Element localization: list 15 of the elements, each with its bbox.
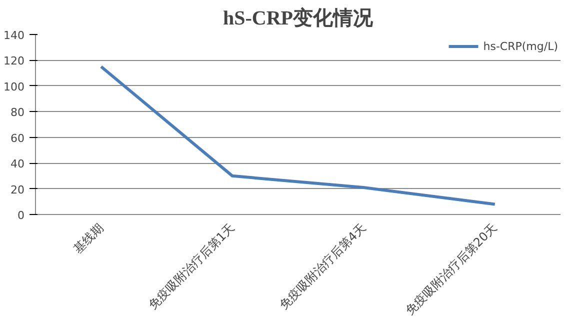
x-tick-label: 基线期 bbox=[70, 220, 106, 256]
x-tick-label: 免疫吸附治疗后第20天 bbox=[402, 220, 500, 318]
y-tick-label: 80 bbox=[10, 106, 25, 120]
chart-title: hS-CRP变化情况 bbox=[222, 6, 374, 30]
y-tick-label: 40 bbox=[10, 158, 25, 171]
y-tick-label: 120 bbox=[4, 54, 25, 68]
y-tick-label: 140 bbox=[4, 29, 25, 42]
y-tick-label: 20 bbox=[10, 183, 25, 196]
y-tick-label: 60 bbox=[10, 132, 25, 145]
x-tick-label: 免疫吸附治疗后第1天 bbox=[146, 220, 238, 312]
legend-label: hs-CRP(mg/L) bbox=[483, 40, 558, 52]
y-tick-label: 0 bbox=[18, 209, 24, 222]
y-tick-label: 100 bbox=[4, 80, 25, 94]
x-tick-label: 免疫吸附治疗后第4天 bbox=[276, 220, 369, 312]
line-series bbox=[100, 65, 496, 206]
